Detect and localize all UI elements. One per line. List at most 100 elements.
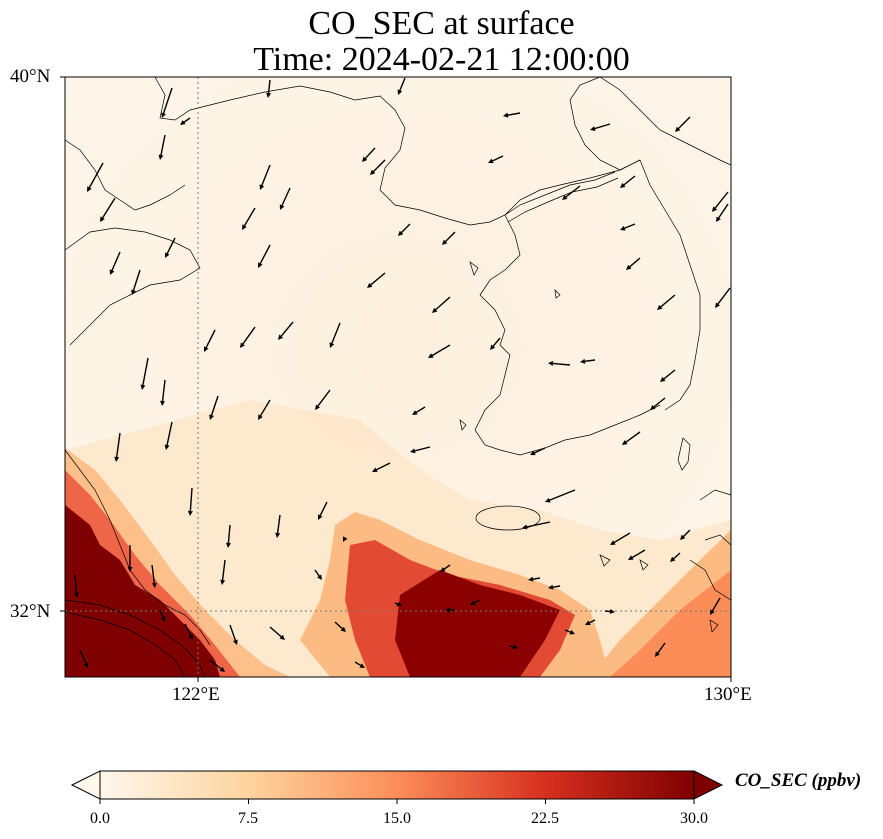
wind-arrow-head <box>628 555 634 560</box>
wind-arrow-shaft <box>716 287 731 307</box>
wind-arrow-head <box>660 376 666 382</box>
wind-arrow-head <box>412 410 418 415</box>
wind-arrow-head <box>242 224 247 230</box>
wind-arrow-shaft <box>398 77 406 93</box>
plume-sw-core <box>65 505 220 677</box>
wind-arrow-head <box>470 600 476 605</box>
wind-arrow-head <box>397 89 403 95</box>
lon-tick-label-130e: 130°E <box>704 684 752 705</box>
wind-arrow-shaft <box>276 514 281 536</box>
colorbar-tick-22-5: 22.5 <box>531 810 559 827</box>
wind-arrow-head <box>266 92 272 98</box>
wind-arrow-shaft <box>210 395 219 418</box>
wind-arrow-head <box>188 634 193 640</box>
wind-arrow-shaft <box>430 344 451 358</box>
wind-arrow-head <box>488 158 494 164</box>
wind-arrow-head <box>187 510 193 516</box>
wind-arrow-head <box>410 448 416 454</box>
wind-arrow-head <box>396 601 402 607</box>
lat-tick-label-40n: 40°N <box>10 66 51 87</box>
wind-arrow-head <box>278 334 284 340</box>
wind-arrow-head <box>140 384 146 390</box>
wind-arrow-shaft <box>279 321 294 339</box>
wind-arrow-shaft <box>151 564 156 586</box>
wind-arrow-head <box>259 184 265 190</box>
plume-se-mid <box>610 570 731 677</box>
wind-arrow-shaft <box>651 397 666 409</box>
wind-arrow-shaft <box>204 329 216 350</box>
wind-arrow-head <box>503 112 509 118</box>
wind-arrow-head <box>432 307 438 313</box>
colorbar-extend-high <box>693 770 724 800</box>
wind-arrow-head <box>258 414 263 420</box>
wind-arrow-shaft <box>612 532 631 545</box>
wind-arrow-shaft <box>115 432 121 460</box>
wind-arrow-shaft <box>141 357 149 388</box>
wind-arrow-head <box>655 651 660 657</box>
wind-arrow-shaft <box>676 116 691 131</box>
wind-arrow-head <box>569 629 575 635</box>
wind-arrow-shaft <box>280 187 291 208</box>
wind-arrow-head <box>279 204 285 210</box>
wind-arrow-shaft <box>368 272 386 287</box>
wind-arrow-shaft <box>209 659 224 671</box>
wind-arrow-head <box>164 444 170 450</box>
wind-arrow-head <box>562 194 568 200</box>
wind-arrow-head <box>114 456 120 462</box>
wind-arrow-shaft <box>582 359 596 363</box>
wind-arrow-shaft <box>532 447 546 455</box>
wind-arrow-shaft <box>414 406 426 415</box>
wind-arrow-shaft <box>621 175 636 187</box>
wind-arrow-head <box>445 607 450 613</box>
wind-arrow-shaft <box>184 623 193 638</box>
wind-arrow-head <box>127 567 133 572</box>
wind-arrow-shaft <box>227 524 231 546</box>
wind-arrow-shaft <box>229 624 237 643</box>
wind-arrow-head <box>131 289 136 295</box>
wind-arrow-head <box>490 344 496 350</box>
wind-arrow-shaft <box>374 462 391 472</box>
wind-arrow-shaft <box>630 549 646 560</box>
lon-tick-label-122e: 122°E <box>172 684 220 705</box>
wind-arrow-head <box>370 169 376 175</box>
wind-arrow-head <box>710 609 715 615</box>
wind-arrow-head <box>100 216 105 222</box>
wind-arrow-head <box>670 556 676 562</box>
wind-arrow-shaft <box>443 231 456 244</box>
chart-title-line2: Time: 2024-02-21 12:00:00 <box>253 41 630 78</box>
wind-arrow-head <box>512 644 518 650</box>
wind-arrow-shaft <box>547 489 576 502</box>
wind-arrow-head <box>109 269 115 275</box>
wind-arrow-head <box>675 126 681 132</box>
map-frame <box>64 76 732 678</box>
wind-arrow-head <box>610 540 616 545</box>
wind-arrow-head <box>398 230 404 236</box>
wind-arrow-shaft <box>710 597 721 613</box>
wind-arrow-head <box>275 532 281 538</box>
wind-arrow-head <box>74 592 80 598</box>
wind-arrow-shaft <box>159 134 166 158</box>
wind-arrow-head <box>590 126 596 131</box>
wind-arrow-head <box>650 404 656 410</box>
wind-arrow-head <box>225 542 231 548</box>
wind-arrow-head <box>585 620 591 625</box>
wind-arrow-head <box>151 582 157 588</box>
wind-arrow-head <box>442 239 448 245</box>
wind-arrow-head <box>428 353 434 358</box>
wind-arrow-shaft <box>267 79 271 96</box>
wind-arrow-shaft <box>491 337 501 349</box>
wind-arrow-head <box>548 584 554 590</box>
wind-arrow-head <box>548 360 554 366</box>
wind-arrow-head <box>362 156 368 162</box>
wind-arrow-head <box>372 467 378 472</box>
wind-arrow-shaft <box>221 559 226 583</box>
wind-arrow-shaft <box>100 197 116 220</box>
wind-arrow-head <box>528 576 534 582</box>
wind-arrow-shaft <box>74 574 78 596</box>
wind-arrow-shaft <box>412 446 431 452</box>
wind-arrow-head <box>580 358 586 364</box>
wind-arrow-shaft <box>624 431 641 444</box>
wind-arrow-shaft <box>87 162 104 190</box>
wind-arrow-shaft <box>524 521 551 529</box>
wind-arrow-head <box>87 186 92 192</box>
